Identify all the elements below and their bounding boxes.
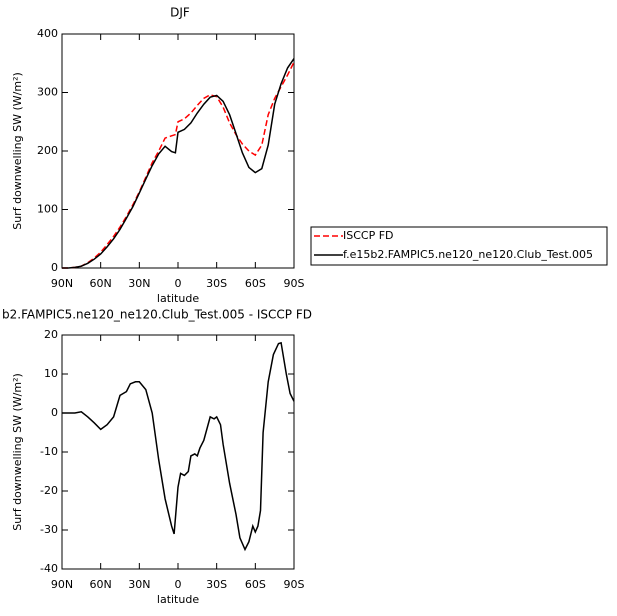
- x-tick-label: 30N: [128, 578, 150, 591]
- legend-label: ISCCP FD: [343, 229, 394, 242]
- series-line: [62, 61, 295, 269]
- y-tick-label: 20: [44, 328, 58, 341]
- legend: ISCCP FD f.e15b2.FAMPIC5.ne120_ne120.Club…: [310, 226, 608, 266]
- series-line: [62, 58, 295, 269]
- x-tick-label: 90S: [284, 277, 305, 290]
- x-tick-label: 90N: [51, 578, 73, 591]
- plot-frame: [61, 33, 295, 269]
- y-tick-label: -20: [40, 484, 58, 497]
- x-tick-label: 90S: [284, 578, 305, 591]
- chart-title: b2.FAMPIC5.ne120_ne120.Club_Test.005 - I…: [2, 308, 312, 322]
- x-tick-label: 0: [175, 277, 182, 290]
- y-axis-label: Surf downwelling SW (W/m²): [11, 373, 24, 531]
- x-tick-label: 60S: [245, 277, 266, 290]
- x-tick-label: 0: [175, 578, 182, 591]
- x-axis-label: latitude: [157, 292, 199, 305]
- x-tick-label: 30S: [206, 578, 227, 591]
- legend-box: [310, 226, 608, 266]
- y-tick-label: -40: [40, 562, 58, 575]
- series-line: [62, 341, 295, 552]
- y-tick-label: 10: [44, 367, 58, 380]
- y-tick-label: 300: [37, 86, 58, 99]
- x-tick-label: 30S: [206, 277, 227, 290]
- plot-frame: [61, 334, 295, 570]
- x-tick-label: 30N: [128, 277, 150, 290]
- y-tick-label: -10: [40, 445, 58, 458]
- y-tick-label: 100: [37, 203, 58, 216]
- x-tick-label: 60N: [90, 277, 112, 290]
- legend-label: f.e15b2.FAMPIC5.ne120_ne120.Club_Test.00…: [343, 248, 593, 261]
- x-tick-label: 90N: [51, 277, 73, 290]
- y-axis-label: Surf downwelling SW (W/m²): [11, 72, 24, 230]
- y-tick-label: 0: [51, 261, 58, 274]
- y-tick-label: 0: [51, 406, 58, 419]
- chart-title: DJF: [170, 6, 190, 20]
- y-tick-label: 200: [37, 144, 58, 157]
- y-tick-label: 400: [37, 27, 58, 40]
- x-axis-label: latitude: [157, 593, 199, 606]
- x-tick-label: 60N: [90, 578, 112, 591]
- x-tick-label: 60S: [245, 578, 266, 591]
- y-tick-label: -30: [40, 523, 58, 536]
